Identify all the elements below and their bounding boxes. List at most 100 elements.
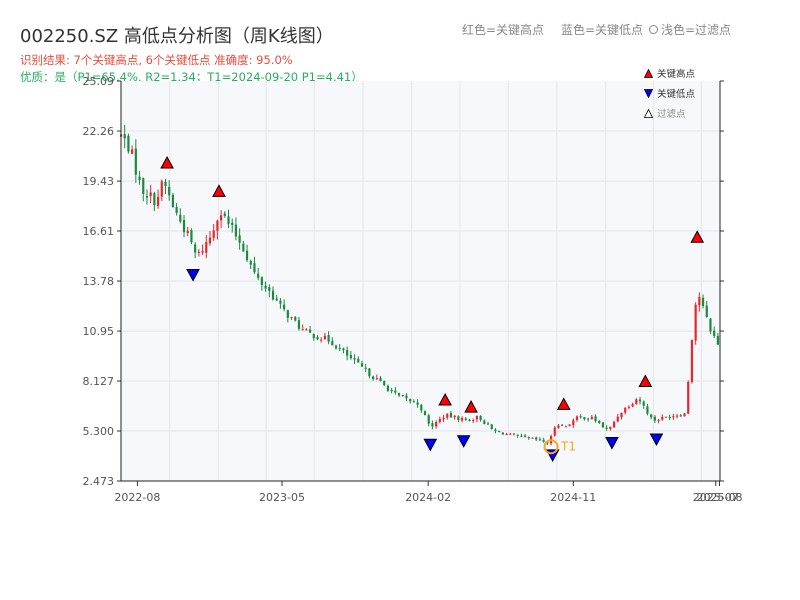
candle-body bbox=[386, 385, 390, 391]
candle-body bbox=[231, 222, 234, 225]
x-tick-label: 2024-11 bbox=[550, 491, 596, 504]
candle-body bbox=[338, 348, 341, 350]
y-tick-label: 10.95 bbox=[83, 325, 115, 338]
y-tick-label: 5.300 bbox=[83, 425, 115, 438]
candle-body bbox=[142, 178, 145, 194]
candle-body bbox=[153, 193, 156, 206]
candle-body bbox=[553, 427, 556, 436]
legend-high: 关键高点 bbox=[643, 66, 695, 80]
candle-body bbox=[275, 298, 278, 301]
x-tick-label: 2023-05 bbox=[259, 491, 305, 504]
candle-body bbox=[486, 423, 490, 425]
candle-body bbox=[435, 422, 438, 427]
key-low-marker bbox=[605, 437, 619, 450]
candle-body bbox=[331, 341, 334, 346]
candle-body bbox=[368, 368, 371, 377]
candle-body bbox=[546, 442, 549, 444]
candle-body bbox=[242, 243, 245, 252]
triangle-outline-icon bbox=[643, 108, 654, 118]
candle-body bbox=[431, 423, 434, 427]
candle-body bbox=[698, 296, 701, 306]
quality-summary: 优质：是（P1=65.4%, R2=1.34；T1=2024-09-20 P1=… bbox=[20, 70, 363, 84]
candle-body bbox=[523, 435, 527, 437]
candle-body bbox=[498, 430, 501, 432]
candle-body bbox=[690, 340, 694, 382]
candle-body bbox=[409, 399, 412, 402]
candle-body bbox=[197, 251, 200, 253]
candle-body bbox=[557, 425, 560, 428]
candle-body bbox=[650, 414, 653, 418]
candle-body bbox=[260, 277, 263, 285]
legend-red-note: 红色=关键高点 bbox=[462, 23, 545, 37]
key-low-marker bbox=[186, 269, 200, 282]
candle-body bbox=[312, 334, 315, 339]
candle-body bbox=[646, 406, 649, 414]
candle-body bbox=[631, 404, 634, 407]
candle-body bbox=[212, 230, 215, 238]
candle-body bbox=[668, 416, 671, 419]
key-high-marker bbox=[438, 392, 452, 406]
candle-body bbox=[205, 241, 208, 253]
candle-body bbox=[516, 434, 519, 436]
candle-body bbox=[249, 260, 252, 265]
candle-body bbox=[564, 426, 567, 428]
candle-body bbox=[501, 432, 504, 435]
candle-body bbox=[405, 395, 408, 399]
candle-body bbox=[453, 415, 456, 418]
candle-body bbox=[494, 429, 497, 432]
y-tick-label: 13.78 bbox=[83, 275, 115, 288]
candle-body bbox=[509, 433, 512, 435]
candle-body bbox=[201, 251, 204, 253]
candle-body bbox=[520, 435, 523, 437]
candle-body bbox=[542, 439, 545, 442]
legend-low-label: 关键低点 bbox=[657, 89, 696, 100]
candle-body bbox=[583, 417, 586, 420]
candle-body bbox=[464, 418, 467, 420]
x-tick-label: 2025-08 bbox=[696, 491, 742, 504]
candle-body bbox=[438, 418, 441, 423]
candle-body bbox=[579, 416, 582, 418]
candle-body bbox=[575, 416, 579, 420]
candle-body bbox=[168, 186, 171, 196]
key-low-marker bbox=[423, 438, 438, 452]
candle-body bbox=[527, 437, 530, 439]
x-tick-label: 2022-08 bbox=[114, 491, 160, 504]
candle-body bbox=[182, 220, 186, 233]
candle-body bbox=[572, 420, 575, 426]
candle-body bbox=[716, 336, 719, 345]
candle-body bbox=[360, 363, 364, 367]
candle-body bbox=[186, 230, 189, 234]
candle-body bbox=[397, 393, 401, 396]
candle-body bbox=[123, 134, 126, 139]
candle-body bbox=[620, 412, 623, 418]
candle-body bbox=[676, 415, 679, 417]
candle-body bbox=[609, 426, 612, 429]
y-tick-label: 25.09 bbox=[83, 75, 115, 88]
candle-body bbox=[460, 417, 464, 421]
x-tick-label: 2025-07 bbox=[693, 491, 739, 504]
candle-body bbox=[479, 416, 482, 421]
legend-filtered-note: 浅色=过滤点 bbox=[649, 21, 731, 38]
y-tick-label: 2.473 bbox=[83, 475, 115, 488]
candle-body bbox=[683, 413, 686, 417]
candle-body bbox=[308, 329, 312, 333]
y-tick-label: 19.43 bbox=[83, 175, 115, 188]
candle-body bbox=[131, 149, 134, 154]
t1-ring bbox=[543, 439, 559, 455]
candle-body bbox=[253, 263, 256, 273]
candle-body bbox=[364, 367, 367, 369]
candle-body bbox=[490, 424, 493, 430]
candle-body bbox=[401, 395, 404, 397]
legend-filtered: 过滤点 bbox=[643, 106, 686, 120]
candle-body bbox=[353, 358, 356, 360]
candle-body bbox=[538, 439, 542, 441]
key-high-marker bbox=[556, 397, 571, 410]
candle-body bbox=[605, 427, 608, 429]
candle-body bbox=[687, 381, 690, 414]
candle-body bbox=[301, 329, 304, 331]
candle-body bbox=[305, 329, 308, 331]
y-tick-label: 8.127 bbox=[83, 375, 115, 388]
candle-body bbox=[694, 304, 697, 341]
key-low-marker bbox=[649, 433, 664, 447]
